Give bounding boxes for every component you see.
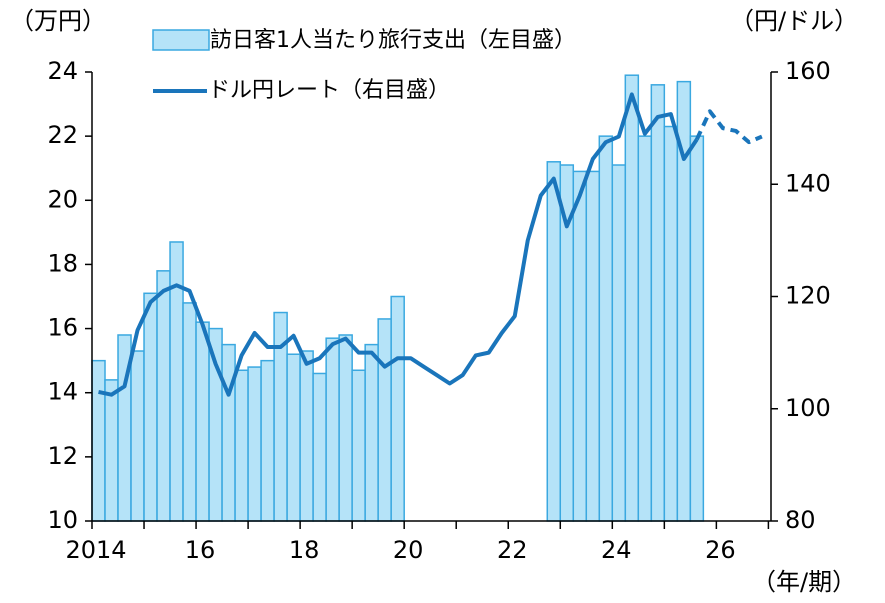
bar <box>585 170 601 522</box>
bar <box>637 135 653 522</box>
bar <box>130 350 145 522</box>
x-tick-label: 18 <box>289 536 320 564</box>
line <box>98 92 699 397</box>
bar <box>650 84 666 522</box>
bar <box>260 359 275 522</box>
bar <box>91 359 106 522</box>
y-tick-label: 12 <box>47 442 78 470</box>
bar <box>546 161 562 522</box>
bar <box>299 350 314 522</box>
y-tick-label: 22 <box>47 121 78 149</box>
y-tick-label: 18 <box>47 249 78 277</box>
y2-tick-label: 160 <box>785 57 831 85</box>
y-tick-label: 14 <box>47 378 78 406</box>
x-unit: （年/期） <box>752 568 856 596</box>
legend-label: 訪日客1人当たり旅行支出（左目盛） <box>210 28 576 53</box>
bar <box>156 270 171 522</box>
legend-swatch <box>152 29 210 51</box>
bar <box>572 170 588 522</box>
bar <box>624 74 640 522</box>
x-tick-label: 16 <box>185 536 216 564</box>
bar <box>377 318 392 522</box>
bar <box>312 372 327 522</box>
bar <box>364 343 379 522</box>
bar <box>247 366 262 522</box>
bar <box>221 343 236 522</box>
y2-tick-label: 100 <box>785 394 831 422</box>
x-tick-label: 24 <box>601 536 632 564</box>
x-tick-label: 20 <box>393 536 424 564</box>
y-tick-label: 20 <box>47 185 78 213</box>
x-tick-label: 2014 <box>65 536 126 564</box>
legend-label: ドル円レート（右目盛） <box>208 78 450 103</box>
line <box>695 109 763 145</box>
x-tick-label: 22 <box>497 536 528 564</box>
bar <box>195 321 210 522</box>
bar <box>689 135 705 522</box>
bar <box>611 164 627 522</box>
y2-tick-label: 80 <box>785 506 816 534</box>
bar <box>143 292 158 522</box>
x-tick-label: 26 <box>705 536 736 564</box>
bar <box>390 295 405 522</box>
bar <box>208 327 223 522</box>
bar <box>663 125 679 522</box>
bar <box>338 334 353 522</box>
bar <box>234 369 249 522</box>
y-unit: （万円） <box>10 7 106 35</box>
y-tick-label: 24 <box>47 57 78 85</box>
y-tick-label: 16 <box>47 314 78 342</box>
y2-tick-label: 120 <box>785 282 831 310</box>
bar <box>104 379 119 522</box>
y2-tick-label: 140 <box>785 169 831 197</box>
bar <box>598 135 614 522</box>
bar <box>182 302 197 522</box>
bar <box>351 369 366 522</box>
bar <box>325 337 340 522</box>
y2-unit: （円/ドル） <box>730 7 858 35</box>
y-tick-label: 10 <box>47 506 78 534</box>
bar <box>286 353 301 522</box>
